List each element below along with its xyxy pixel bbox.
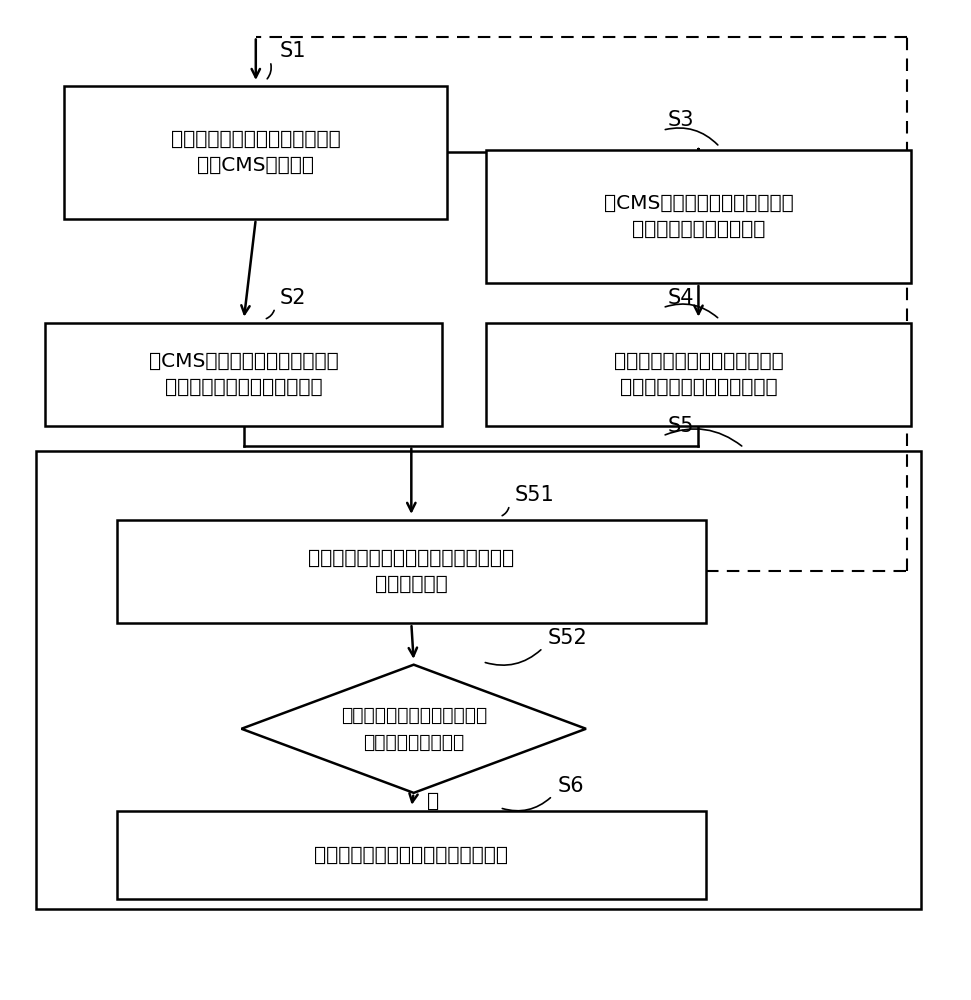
Text: S2: S2: [280, 288, 306, 308]
Bar: [64, 86, 448, 219]
Text: S3: S3: [667, 110, 694, 130]
Text: S5: S5: [667, 416, 694, 436]
Text: S51: S51: [515, 485, 554, 505]
Text: 将失效仿真数据输入到算法模型
中，获得算法模型的第二状态: 将失效仿真数据输入到算法模型 中，获得算法模型的第二状态: [614, 352, 784, 397]
Text: S4: S4: [667, 288, 694, 308]
Bar: [486, 150, 912, 283]
Text: 更新的状态码在人机交互界面上显示: 更新的状态码在人机交互界面上显示: [315, 846, 509, 864]
Bar: [117, 811, 706, 899]
Bar: [486, 323, 912, 426]
Text: 是: 是: [427, 792, 439, 811]
Text: S52: S52: [548, 628, 587, 648]
Text: 基于第一状态和第二状态来生成算法模
型的最终状态: 基于第一状态和第二状态来生成算法模 型的最终状态: [308, 549, 515, 594]
Bar: [36, 451, 921, 909]
Bar: [117, 520, 706, 623]
Text: 获取风力发电机组正常运行状态
下的CMS振动数据: 获取风力发电机组正常运行状态 下的CMS振动数据: [171, 130, 341, 175]
Text: S6: S6: [557, 776, 584, 796]
Bar: [46, 323, 443, 426]
Text: 将CMS振动数据输入到算法模型
中，获得算法模型的第一状态: 将CMS振动数据输入到算法模型 中，获得算法模型的第一状态: [149, 352, 339, 397]
Text: 基于最终状态来确定是否需要
对算法模型进行更新: 基于最终状态来确定是否需要 对算法模型进行更新: [341, 706, 486, 752]
Text: S1: S1: [280, 41, 306, 61]
Text: 在CMS振动数据中加入失效仿真
信号以获得失效仿真数据: 在CMS振动数据中加入失效仿真 信号以获得失效仿真数据: [604, 194, 793, 239]
Polygon shape: [242, 665, 586, 793]
